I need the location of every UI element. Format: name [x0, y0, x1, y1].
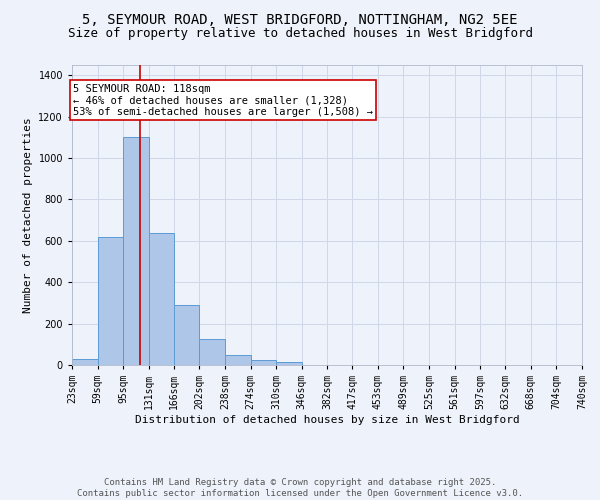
X-axis label: Distribution of detached houses by size in West Bridgford: Distribution of detached houses by size …	[134, 415, 520, 425]
Text: 5 SEYMOUR ROAD: 118sqm
← 46% of detached houses are smaller (1,328)
53% of semi-: 5 SEYMOUR ROAD: 118sqm ← 46% of detached…	[73, 84, 373, 117]
Bar	[225, 354, 251, 365]
Text: Size of property relative to detached houses in West Bridgford: Size of property relative to detached ho…	[67, 28, 533, 40]
Bar	[276, 362, 302, 365]
Bar	[174, 305, 199, 365]
Text: Contains HM Land Registry data © Crown copyright and database right 2025.
Contai: Contains HM Land Registry data © Crown c…	[77, 478, 523, 498]
Bar	[123, 138, 149, 365]
Bar	[251, 360, 276, 365]
Bar	[199, 339, 225, 365]
Y-axis label: Number of detached properties: Number of detached properties	[23, 117, 33, 313]
Bar	[72, 359, 98, 365]
Text: 5, SEYMOUR ROAD, WEST BRIDGFORD, NOTTINGHAM, NG2 5EE: 5, SEYMOUR ROAD, WEST BRIDGFORD, NOTTING…	[82, 12, 518, 26]
Bar	[149, 232, 174, 365]
Bar	[98, 236, 123, 365]
